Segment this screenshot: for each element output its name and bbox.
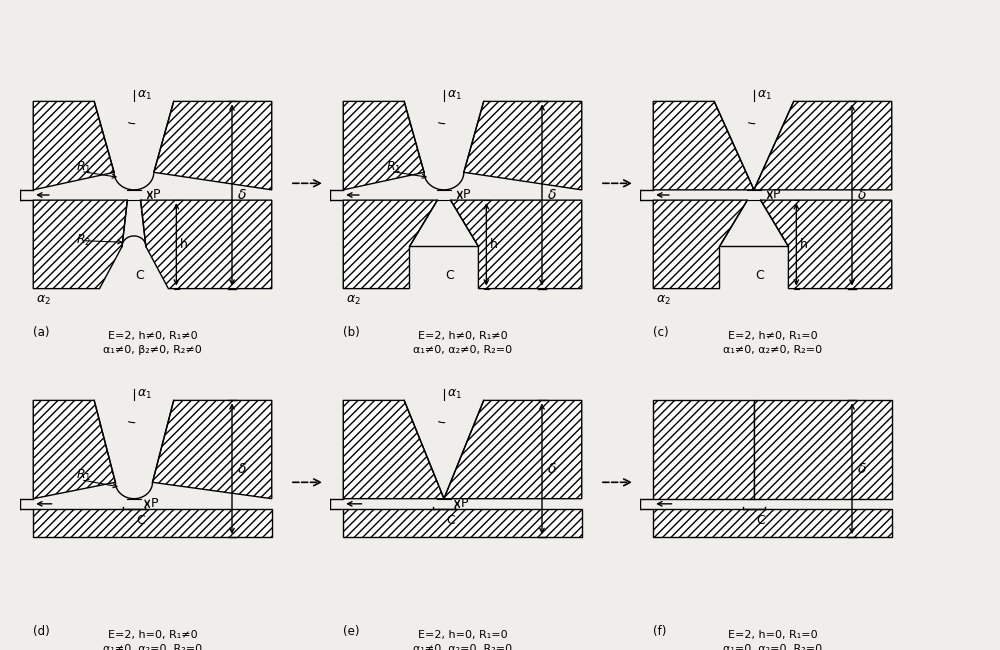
Text: $\delta$: $\delta$ [547, 462, 557, 476]
Text: $\delta$: $\delta$ [857, 188, 867, 202]
Text: E=2, h=0, R₁=0: E=2, h=0, R₁=0 [418, 630, 507, 640]
Polygon shape [754, 400, 892, 499]
Text: P: P [460, 497, 468, 510]
Text: C: C [757, 514, 765, 527]
Polygon shape [653, 200, 747, 289]
Text: h: h [800, 238, 808, 251]
Text: $\alpha_2$: $\alpha_2$ [36, 294, 51, 307]
Text: $\alpha_1$: $\alpha_1$ [447, 388, 462, 401]
Text: (f): (f) [653, 625, 667, 638]
Polygon shape [33, 101, 114, 190]
Polygon shape [464, 101, 582, 190]
Text: $\alpha_1$: $\alpha_1$ [447, 89, 462, 102]
Text: C: C [447, 514, 455, 527]
Text: (c): (c) [653, 326, 669, 339]
Polygon shape [153, 400, 272, 499]
Polygon shape [343, 509, 582, 537]
Text: C: C [137, 514, 145, 527]
Text: C: C [135, 268, 144, 281]
Text: $R_1$: $R_1$ [386, 159, 401, 175]
Polygon shape [444, 400, 582, 499]
Text: C: C [445, 268, 454, 281]
Text: $\alpha_1$: $\alpha_1$ [137, 89, 152, 102]
Polygon shape [141, 200, 272, 289]
Text: $R_1$: $R_1$ [76, 159, 91, 175]
Text: α₁≠0, α₂≠0, R₂=0: α₁≠0, α₂≠0, R₂=0 [723, 344, 822, 355]
Polygon shape [33, 400, 115, 499]
Text: $\alpha_2$: $\alpha_2$ [656, 294, 671, 307]
Text: $\delta$: $\delta$ [547, 188, 557, 202]
Text: h: h [180, 238, 188, 251]
Polygon shape [33, 200, 127, 289]
Polygon shape [33, 509, 272, 537]
Text: α₁≠0, α₂≠0, R₂=0: α₁≠0, α₂≠0, R₂=0 [413, 344, 512, 355]
Text: $\alpha_1$: $\alpha_1$ [137, 388, 152, 401]
Text: $\delta$: $\delta$ [237, 188, 247, 202]
Text: P: P [463, 188, 471, 202]
Text: P: P [153, 188, 161, 202]
Text: $\delta$: $\delta$ [857, 462, 867, 476]
Text: P: P [150, 497, 158, 510]
Text: (e): (e) [343, 625, 360, 638]
Text: (a): (a) [33, 326, 50, 339]
Text: (d): (d) [33, 625, 50, 638]
Text: α₁≠0, α₂=0, R₂=0: α₁≠0, α₂=0, R₂=0 [103, 644, 202, 650]
Text: $\alpha_2$: $\alpha_2$ [346, 294, 361, 307]
Text: C: C [755, 268, 764, 281]
Text: $R_1$: $R_1$ [76, 468, 91, 483]
Polygon shape [343, 400, 444, 499]
Text: E=2, h≠0, R₁≠0: E=2, h≠0, R₁≠0 [418, 331, 507, 341]
Polygon shape [761, 200, 892, 289]
Polygon shape [653, 509, 892, 537]
Text: E=2, h≠0, R₁=0: E=2, h≠0, R₁=0 [728, 331, 817, 341]
Polygon shape [343, 200, 437, 289]
Text: α₁≠0, α₂=0, R₂=0: α₁≠0, α₂=0, R₂=0 [413, 644, 512, 650]
Polygon shape [154, 101, 272, 190]
Text: $\delta$: $\delta$ [237, 462, 247, 476]
Polygon shape [754, 101, 892, 190]
Text: $R_2$: $R_2$ [76, 233, 91, 248]
Text: P: P [773, 188, 781, 202]
Text: α₁≠0, β₂≠0, R₂≠0: α₁≠0, β₂≠0, R₂≠0 [103, 344, 202, 355]
Polygon shape [343, 101, 424, 190]
Polygon shape [653, 400, 754, 499]
Text: $\alpha_1$: $\alpha_1$ [757, 89, 772, 102]
Text: h: h [490, 238, 498, 251]
Text: E=2, h=0, R₁≠0: E=2, h=0, R₁≠0 [108, 630, 197, 640]
Text: E=2, h≠0, R₁≠0: E=2, h≠0, R₁≠0 [108, 331, 197, 341]
Polygon shape [451, 200, 582, 289]
Polygon shape [653, 101, 754, 190]
Text: E=2, h=0, R₁=0: E=2, h=0, R₁=0 [728, 630, 817, 640]
Text: (b): (b) [343, 326, 360, 339]
Text: α₁=0, α₂=0, R₂=0: α₁=0, α₂=0, R₂=0 [723, 644, 822, 650]
